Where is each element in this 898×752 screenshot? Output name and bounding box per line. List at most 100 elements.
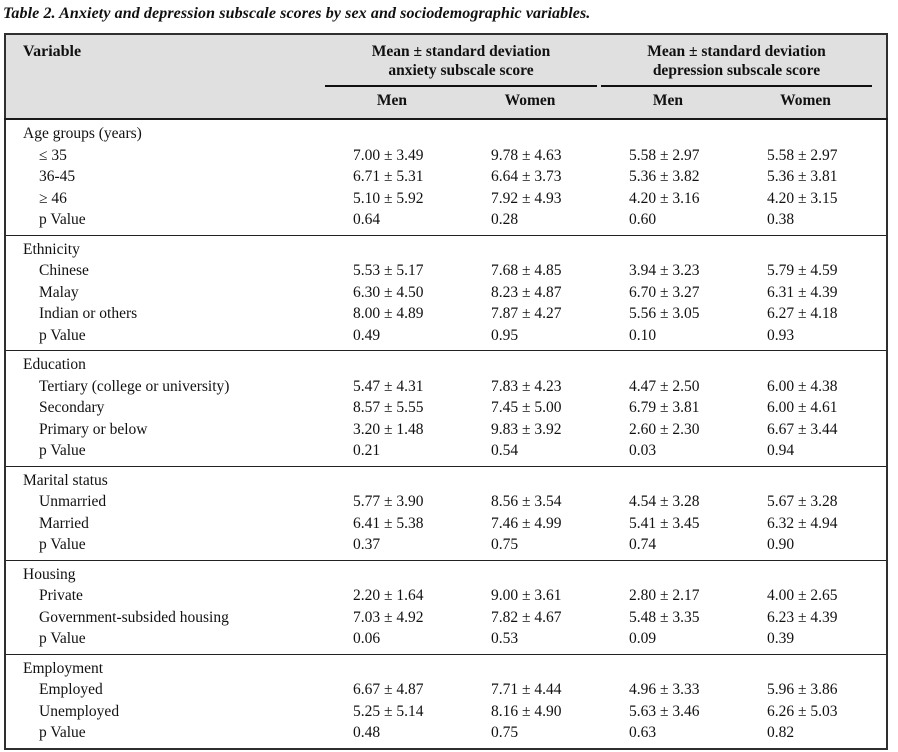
table-row: ≥ 46 5.10 ± 5.92 7.92 ± 4.93 4.20 ± 3.16 4.2… xyxy=(5,188,887,210)
cell-value: 6.23 ± 4.39 xyxy=(767,608,838,626)
section-label-row: Age groups (years) xyxy=(5,118,887,145)
cell-value: 4.00 ± 2.65 xyxy=(767,587,838,604)
cell-value: 5.47 ± 4.31 xyxy=(353,377,424,395)
row-label: Indian or others xyxy=(39,305,138,322)
cell-value: 5.56 ± 3.05 xyxy=(629,305,700,322)
table-row: p Value 0.21 0.54 0.03 0.94 xyxy=(5,440,887,466)
section-label: Education xyxy=(5,350,887,376)
cell-value: 6.31 ± 4.39 xyxy=(767,283,838,301)
row-label: p Value xyxy=(39,536,86,553)
cell-value: 5.58 ± 2.97 xyxy=(629,146,700,164)
cell-value: 8.56 ± 3.54 xyxy=(491,493,562,510)
row-label: Tertiary (college or university) xyxy=(39,377,230,395)
cell-value: 4.20 ± 3.15 xyxy=(767,189,838,207)
cell-value: 2.60 ± 2.30 xyxy=(629,420,700,438)
cell-value: 0.54 xyxy=(491,442,519,459)
row-label: ≤ 35 xyxy=(39,146,67,164)
row-label: p Value xyxy=(39,630,86,647)
column-header-variable: Variable xyxy=(5,34,335,119)
cell-value: 0.37 xyxy=(353,536,381,553)
cell-value: 8.57 ± 5.55 xyxy=(353,399,424,416)
anxiety-depression-table: Variable Mean ± standard deviation anxie… xyxy=(4,33,888,750)
column-header-men-anxiety: Men xyxy=(335,87,473,119)
cell-value: 0.64 xyxy=(353,211,381,228)
column-header-men-depression: Men xyxy=(611,87,749,119)
cell-value: 6.00 ± 4.38 xyxy=(767,377,838,395)
cell-value: 4.47 ± 2.50 xyxy=(629,377,700,395)
table-row: Unmarried 5.77 ± 3.90 8.56 ± 3.54 4.54 ± 3.… xyxy=(5,491,887,513)
group-header-anxiety-line1: Mean ± standard deviation xyxy=(371,43,551,60)
section-label: Age groups (years) xyxy=(5,118,887,145)
cell-value: 0.82 xyxy=(767,724,795,741)
cell-value: 5.67 ± 3.28 xyxy=(767,493,838,510)
cell-value: 3.94 ± 3.23 xyxy=(629,262,700,279)
cell-value: 0.53 xyxy=(491,630,519,647)
table-row: p Value 0.48 0.75 0.63 0.82 xyxy=(5,722,887,749)
cell-value: 0.49 xyxy=(353,326,381,344)
row-label: Private xyxy=(39,587,83,604)
section-label-row: Housing xyxy=(5,559,887,585)
cell-value: 5.36 ± 3.82 xyxy=(629,168,700,185)
table-header: Variable Mean ± standard deviation anxie… xyxy=(5,34,887,119)
table-row: Government-subsided housing 7.03 ± 4.92 7.… xyxy=(5,607,887,629)
group-header-depression-line2: depression subscale score xyxy=(652,62,821,79)
row-label: p Value xyxy=(39,326,86,344)
cell-value: 7.46 ± 4.99 xyxy=(491,514,562,532)
cell-value: 4.96 ± 3.33 xyxy=(629,681,700,698)
cell-value: 0.74 xyxy=(629,536,657,553)
cell-value: 3.20 ± 1.48 xyxy=(353,420,424,438)
cell-value: 0.75 xyxy=(491,536,519,553)
cell-value: 7.87 ± 4.27 xyxy=(491,305,562,322)
cell-value: 5.58 ± 2.97 xyxy=(767,146,838,164)
table-row: p Value 0.49 0.95 0.10 0.93 xyxy=(5,325,887,351)
cell-value: 7.82 ± 4.67 xyxy=(491,608,562,626)
cell-value: 5.41 ± 3.45 xyxy=(629,514,700,532)
row-label: Employed xyxy=(39,681,103,698)
cell-value: 0.06 xyxy=(353,630,381,647)
group-header-row: Variable Mean ± standard deviation anxie… xyxy=(5,34,887,119)
group-header-anxiety: Mean ± standard deviation anxiety subsca… xyxy=(325,34,611,87)
cell-value: 9.00 ± 3.61 xyxy=(491,587,562,604)
cell-value: 0.38 xyxy=(767,211,795,228)
cell-value: 5.25 ± 5.14 xyxy=(353,702,424,720)
row-label: p Value xyxy=(39,724,86,741)
cell-value: 7.71 ± 4.44 xyxy=(491,681,562,698)
cell-value: 0.95 xyxy=(491,326,519,344)
cell-value: 6.26 ± 5.03 xyxy=(767,702,838,720)
cell-value: 7.83 ± 4.23 xyxy=(491,377,562,395)
cell-value: 0.09 xyxy=(629,630,657,647)
cell-value: 6.41 ± 5.38 xyxy=(353,514,424,532)
section-label: Housing xyxy=(5,559,887,585)
cell-value: 8.16 ± 4.90 xyxy=(491,702,562,720)
header-rule xyxy=(325,85,597,87)
cell-value: 6.32 ± 4.94 xyxy=(767,514,838,532)
table-row: Unemployed 5.25 ± 5.14 8.16 ± 4.90 5.63 ± 3… xyxy=(5,701,887,723)
cell-value: 5.77 ± 3.90 xyxy=(353,493,424,510)
row-label: Government-subsided housing xyxy=(39,608,229,626)
cell-value: 6.70 ± 3.27 xyxy=(629,283,700,301)
section-label-row: Education xyxy=(5,350,887,376)
cell-value: 0.94 xyxy=(767,442,795,459)
row-label: Chinese xyxy=(39,262,89,279)
table-row: Tertiary (college or university) 5.47 ± 4… xyxy=(5,376,887,398)
cell-value: 8.00 ± 4.89 xyxy=(353,305,424,322)
table-row: Primary or below 3.20 ± 1.48 9.83 ± 3.92 2.… xyxy=(5,419,887,441)
table-row: p Value 0.37 0.75 0.74 0.90 xyxy=(5,534,887,560)
table-row: Employed 6.67 ± 4.87 7.71 ± 4.44 4.96 ± 3.3… xyxy=(5,679,887,701)
cell-value: 2.80 ± 2.17 xyxy=(629,587,700,604)
cell-value: 0.63 xyxy=(629,724,657,741)
cell-value: 0.39 xyxy=(767,630,795,647)
cell-value: 5.36 ± 3.81 xyxy=(767,168,838,185)
cell-value: 6.00 ± 4.61 xyxy=(767,399,838,416)
cell-value: 0.21 xyxy=(353,442,381,459)
column-header-women-anxiety: Women xyxy=(473,87,611,119)
section-label: Marital status xyxy=(5,465,887,491)
cell-value: 5.53 ± 5.17 xyxy=(353,262,424,279)
section-label-row: Ethnicity xyxy=(5,234,887,260)
table-row: 36-45 6.71 ± 5.31 6.64 ± 3.73 5.36 ± 3.82 5.… xyxy=(5,166,887,188)
table-row: Chinese 5.53 ± 5.17 7.68 ± 4.85 3.94 ± 3.23… xyxy=(5,260,887,282)
group-header-depression: Mean ± standard deviation depression sub… xyxy=(601,34,887,87)
cell-value: 8.23 ± 4.87 xyxy=(491,283,562,301)
row-label: Secondary xyxy=(39,399,105,416)
